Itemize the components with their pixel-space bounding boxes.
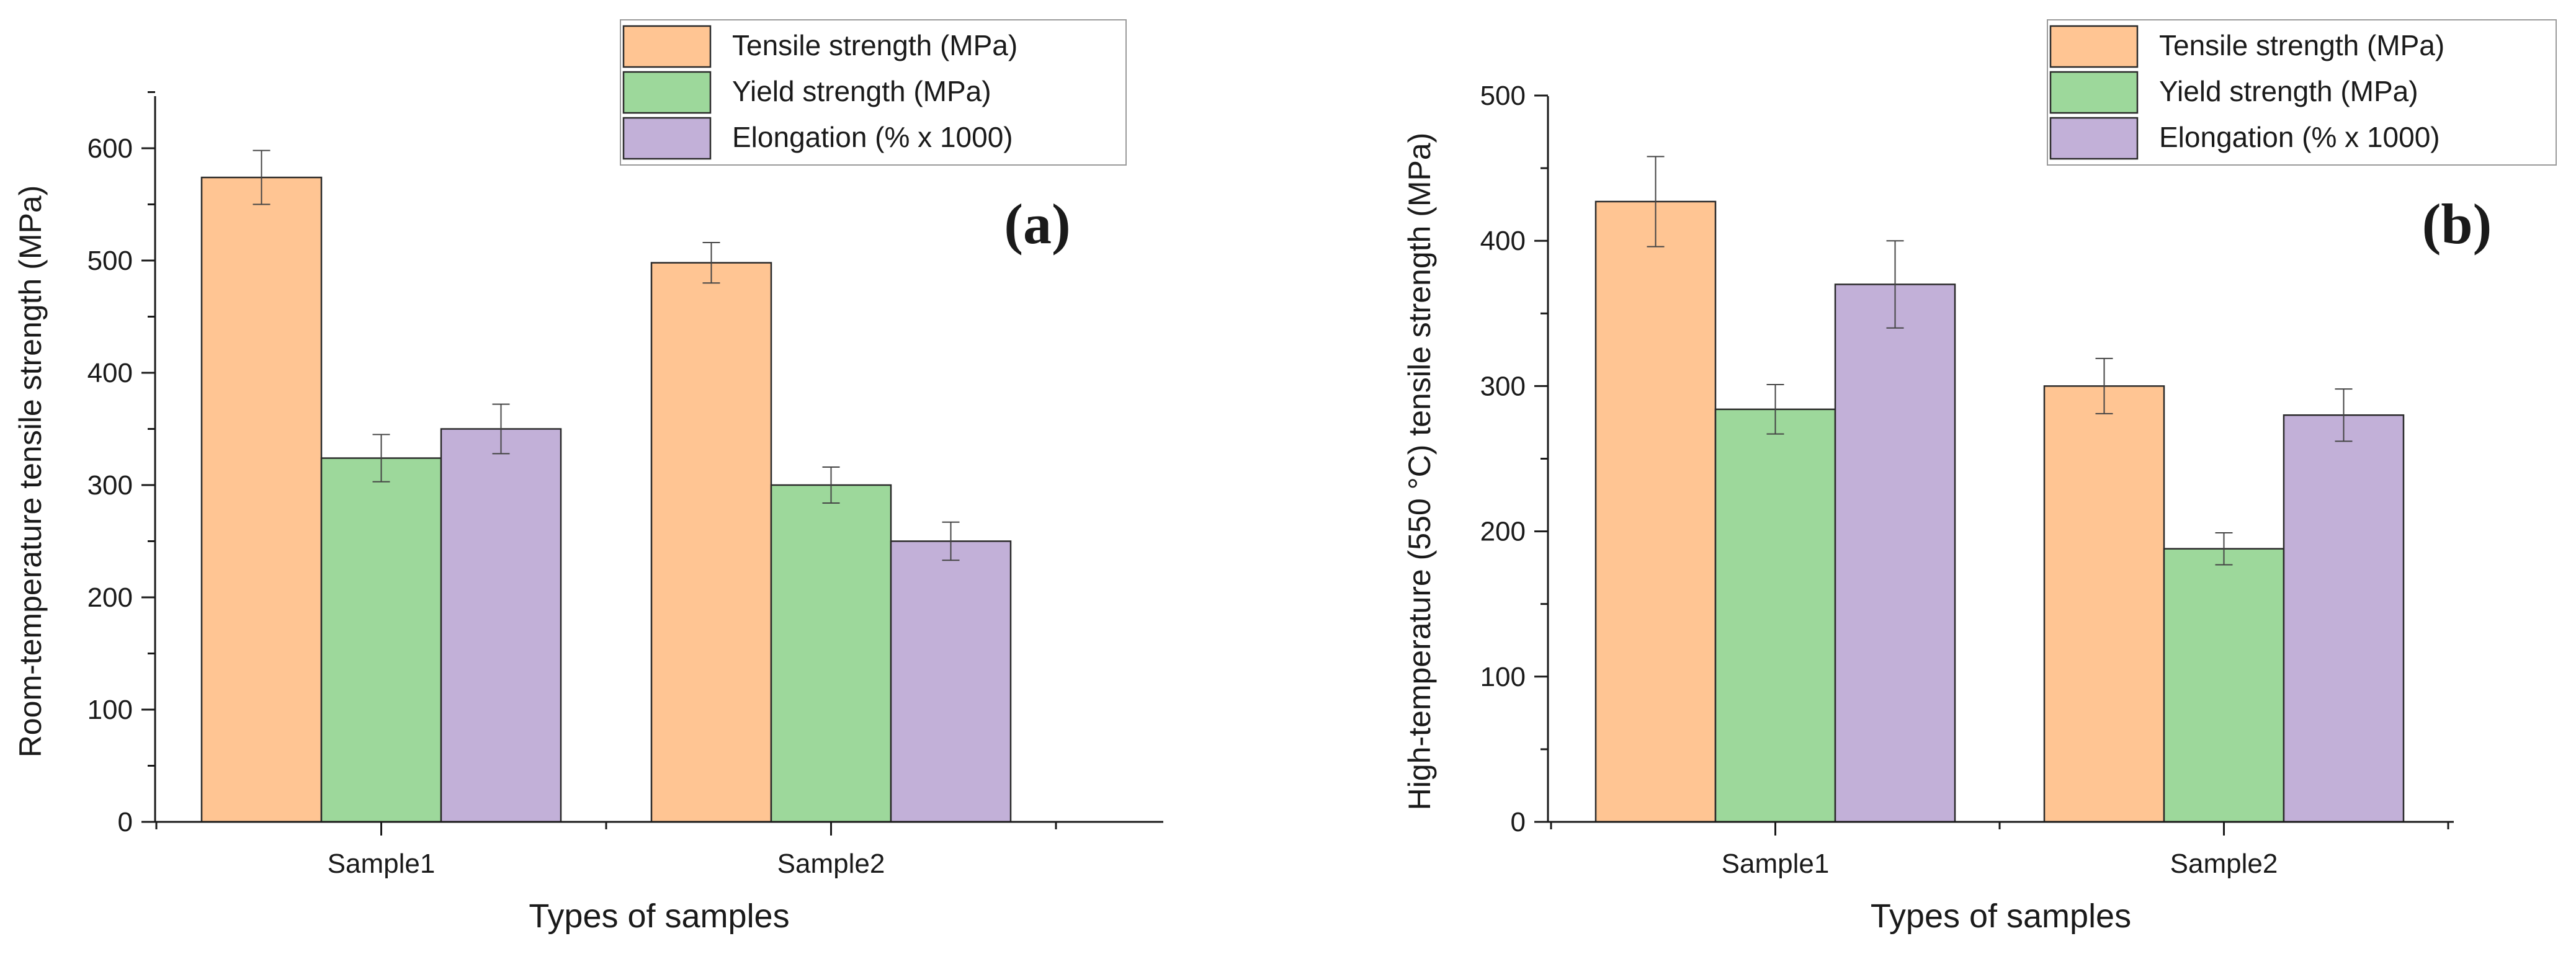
bar-sample2-series-2: [770, 484, 892, 823]
x-tick-label-sample1: Sample1: [328, 849, 436, 879]
legend-entry-1: Tensile strength (MPa): [732, 29, 1017, 61]
y-tick-label: 400: [87, 358, 133, 388]
panel-label: (a): [1004, 192, 1070, 256]
bar-sample2-series-1: [650, 262, 772, 823]
y-tick-label: 600: [87, 133, 133, 164]
legend-swatch-2: [2049, 71, 2139, 114]
bar-sample1-series-2: [320, 457, 442, 823]
bar-sample1-series-3: [440, 428, 562, 823]
y-tick-label: 400: [1480, 226, 1526, 256]
y-tick-label: 200: [1480, 517, 1526, 547]
x-tick-label-sample2: Sample2: [2170, 849, 2278, 879]
legend-entry-3: Elongation (% x 1000): [732, 121, 1013, 153]
legend-entry-3: Elongation (% x 1000): [2159, 121, 2440, 153]
bar-sample1-series-2: [1714, 408, 1836, 823]
legend-swatch-2: [622, 71, 712, 114]
bar-sample1-series-1: [200, 176, 323, 823]
y-tick-label: 100: [87, 695, 133, 725]
y-axis-label: Room-temperature tensile strength (MPa): [13, 185, 48, 758]
x-tick-label-sample1: Sample1: [1722, 849, 1830, 879]
x-axis-label: Types of samples: [529, 898, 789, 935]
legend-swatch-3: [2049, 117, 2139, 160]
legend-swatch-1: [2049, 25, 2139, 68]
legend: Tensile strength (MPa) Yield strength (MP…: [2047, 19, 2557, 166]
panel-label: (b): [2422, 192, 2492, 256]
y-tick-label: 500: [1480, 81, 1526, 111]
chart-panel-b: 0 100 200 300 400 500 Sample1 Sample2 Types of s…: [1402, 19, 2557, 935]
y-tick-label: 500: [87, 246, 133, 276]
bar-sample1-series-1: [1594, 200, 1717, 823]
bar-sample2-series-1: [2043, 385, 2165, 823]
x-tick-label-sample2: Sample2: [777, 849, 885, 879]
y-axis-label: High-temperature (550 °C) tensile streng…: [1402, 133, 1437, 811]
bar-sample2-series-2: [2163, 548, 2285, 823]
y-tick-label: 200: [87, 582, 133, 613]
legend-swatch-3: [622, 117, 712, 160]
y-tick-label: 0: [118, 807, 133, 837]
y-tick-label: 100: [1480, 662, 1526, 692]
bar-sample2-series-3: [2283, 414, 2405, 823]
y-tick-label: 300: [87, 470, 133, 501]
legend-entry-1: Tensile strength (MPa): [2159, 29, 2444, 61]
bar-sample1-series-3: [1834, 283, 1956, 823]
y-tick-label: 300: [1480, 371, 1526, 401]
legend-entry-2: Yield strength (MPa): [2159, 75, 2418, 107]
y-tick-label: 0: [1511, 807, 1526, 837]
legend: Tensile strength (MPa) Yield strength (MP…: [620, 19, 1127, 166]
legend-entry-2: Yield strength (MPa): [732, 75, 991, 107]
legend-swatch-1: [622, 25, 712, 68]
bar-sample2-series-3: [890, 540, 1012, 823]
chart-panel-a: 0 100 200 300 400 500 600 Sample1 Sample2 Types o…: [13, 19, 1163, 935]
x-axis-label: Types of samples: [1871, 898, 2131, 935]
